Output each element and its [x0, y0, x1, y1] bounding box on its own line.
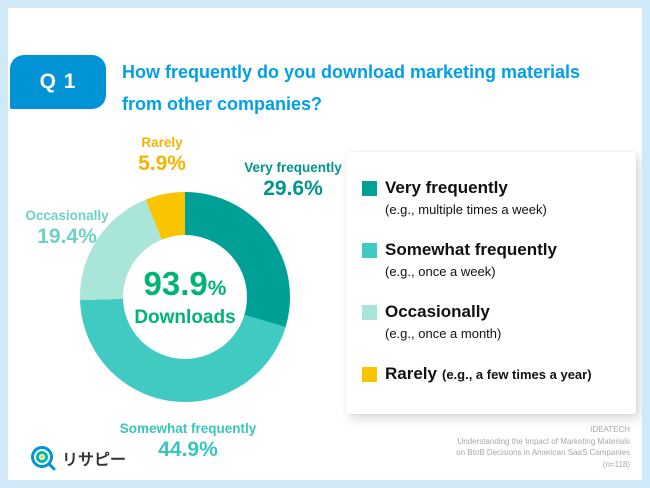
callout-somewhat-frequently-value: 44.9%: [158, 438, 218, 461]
callout-somewhat-frequently: Somewhat frequently 44.9%: [78, 420, 298, 462]
legend-label-very-frequently: Very frequently: [385, 178, 508, 197]
credit-line-2: on BtoB Decisions in American SaaS Compa…: [456, 448, 630, 457]
donut-center-value: 93.9%: [143, 264, 227, 307]
callout-occasionally-value: 19.4%: [37, 225, 97, 248]
legend-swatch-rarely: [362, 366, 377, 382]
legend-description-very-frequently: (e.g., multiple times a week): [385, 202, 547, 217]
source-credit: IDEATECH Understanding the Impact of Mar…: [456, 424, 630, 470]
legend-card: Very frequently (e.g., multiple times a …: [346, 152, 636, 414]
donut-center-caption: Downloads: [134, 306, 236, 328]
legend-swatch-somewhat-frequently: [362, 242, 377, 258]
legend-label-rarely: Rarely: [385, 364, 437, 383]
callout-occasionally: Occasionally 19.4%: [8, 207, 128, 249]
legend-item-very-frequently: Very frequently (e.g., multiple times a …: [362, 178, 620, 217]
donut-center: 93.9% Downloads: [123, 235, 247, 359]
brand-logo-icon: [31, 446, 56, 471]
callout-rarely-value: 5.9%: [138, 152, 186, 175]
center-percentage: 93.9: [143, 264, 208, 302]
legend-description-occasionally: (e.g., once a month): [385, 326, 502, 341]
donut-chart: 93.9% Downloads: [80, 192, 290, 402]
legend-label-occasionally: Occasionally: [385, 302, 490, 321]
question-title-line-2: from other companies?: [122, 94, 323, 114]
callout-rarely-label: Rarely: [141, 135, 183, 150]
credit-company: IDEATECH: [590, 425, 630, 434]
callout-occasionally-label: Occasionally: [25, 208, 109, 223]
question-title: How frequently do you download marketing…: [122, 56, 580, 120]
center-percent-sign: %: [207, 276, 227, 300]
credit-sample-size: (n=118): [602, 459, 630, 469]
legend-item-occasionally: Occasionally (e.g., once a month): [362, 302, 620, 341]
legend-swatch-occasionally: [362, 304, 377, 320]
legend-description-somewhat-frequently: (e.g., once a week): [385, 264, 496, 279]
credit-line-1: Understanding the Impact of Marketing Ma…: [457, 436, 630, 446]
legend-swatch-very-frequently: [362, 180, 377, 196]
legend-label-somewhat-frequently: Somewhat frequently: [385, 240, 557, 259]
question-title-line-1: How frequently do you download marketing…: [122, 62, 581, 82]
legend-description-rarely: (e.g., a few times a year): [441, 366, 592, 382]
callout-very-frequently-label: Very frequently: [244, 160, 342, 175]
legend-item-rarely: Rarely (e.g., a few times a year): [362, 364, 620, 384]
callout-somewhat-frequently-label: Somewhat frequently: [119, 421, 257, 436]
callout-very-frequently: Very frequently 29.6%: [220, 159, 366, 201]
legend-item-somewhat-frequently: Somewhat frequently (e.g., once a week): [362, 240, 620, 279]
callout-very-frequently-value: 29.6%: [263, 177, 323, 200]
question-badge: Q 1: [10, 55, 106, 109]
brand-logo: リサピー: [30, 445, 126, 471]
callout-rarely: Rarely 5.9%: [107, 134, 217, 176]
brand-name: リサピー: [62, 452, 127, 469]
